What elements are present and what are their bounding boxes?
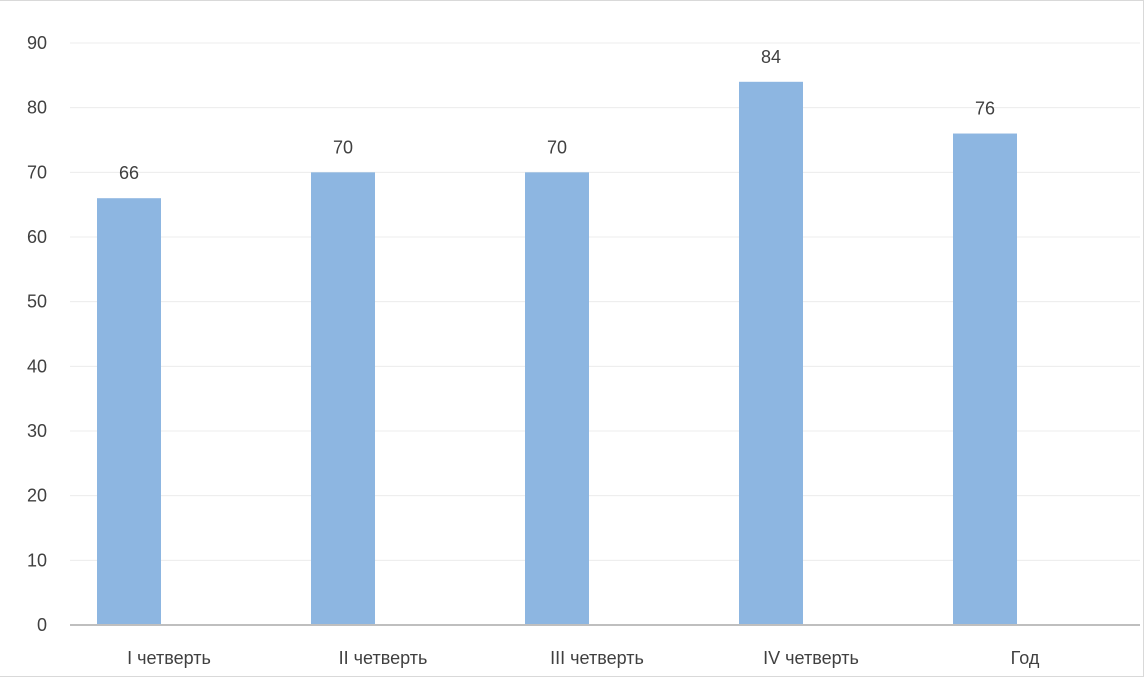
data-label: 70 [333,137,353,157]
y-tick-label: 0 [37,615,47,635]
x-tick-label: III четверть [550,648,644,668]
bar-1 [97,198,161,625]
bar-4 [739,81,803,626]
bar-5 [953,133,1017,626]
data-label: 70 [547,137,567,157]
y-tick-label: 40 [27,356,47,376]
y-tick-label: 90 [27,33,47,53]
y-axis-ticks: 0 10 20 30 40 50 60 70 80 90 [27,33,47,635]
y-tick-label: 50 [27,292,47,312]
y-tick-label: 10 [27,550,47,570]
bar-3 [525,172,589,626]
data-label: 84 [761,47,781,67]
x-tick-label: I четверть [127,648,211,668]
y-tick-label: 20 [27,486,47,506]
data-label: 76 [975,99,995,119]
bars [97,81,1017,626]
data-label: 66 [119,163,139,183]
x-tick-label: Год [1011,648,1040,668]
data-labels: 66 70 70 84 76 [119,47,995,183]
y-tick-label: 80 [27,98,47,118]
bar-2 [311,172,375,626]
x-axis-ticks: I четверть II четверть III четверть IV четв… [127,648,1040,668]
x-tick-label: II четверть [339,648,428,668]
y-tick-label: 30 [27,421,47,441]
y-tick-label: 70 [27,162,47,182]
y-tick-label: 60 [27,227,47,247]
gridlines [70,42,1140,561]
x-tick-label: IV четверть [763,648,859,668]
